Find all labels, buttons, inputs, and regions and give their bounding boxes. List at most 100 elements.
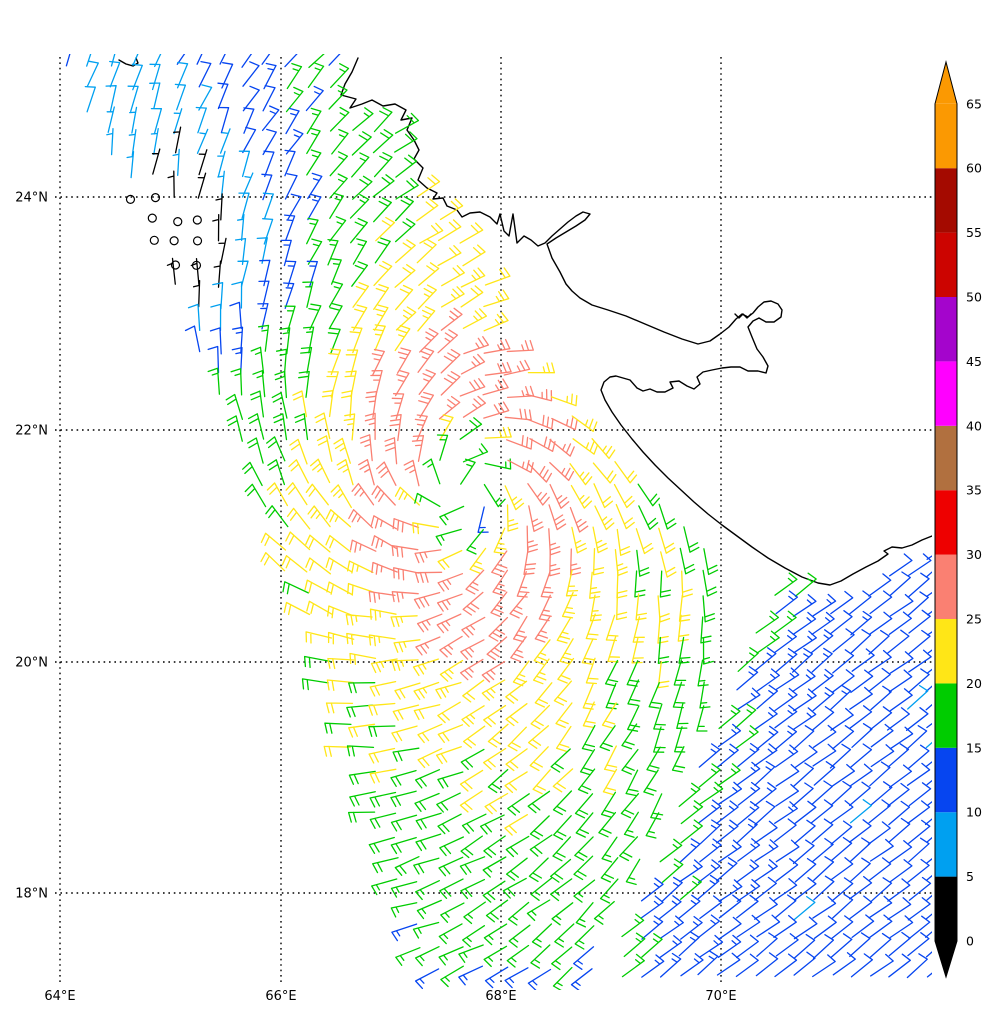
wind-barb: [678, 894, 701, 919]
wind-barb: [573, 855, 594, 881]
wind-barb: [462, 725, 486, 749]
wind-barb: [437, 245, 462, 267]
calm-circle: [150, 193, 161, 203]
wind-barb: [869, 706, 893, 731]
wind-barb: [908, 609, 931, 634]
wind-barb: [348, 723, 376, 738]
wind-barb: [756, 684, 779, 710]
wind-barb: [715, 800, 739, 825]
wind-barb: [512, 660, 530, 687]
wind-barb: [889, 553, 913, 577]
wind-barb: [149, 82, 161, 109]
wind-barb: [679, 838, 701, 864]
wind-barb: [393, 567, 420, 581]
wind-barb: [851, 723, 873, 748]
wind-barb: [323, 745, 351, 757]
wind-barb: [351, 152, 370, 178]
wind-barb: [887, 897, 912, 920]
wind-barb: [604, 659, 619, 687]
y-axis-label: 24°N: [15, 191, 48, 206]
wind-barb: [350, 217, 368, 244]
wind-barb: [678, 931, 700, 957]
wind-barb: [887, 743, 910, 768]
wind-barb: [737, 801, 760, 826]
wind-barb: [479, 814, 505, 835]
wind-barb: [371, 535, 398, 550]
wind-barb: [889, 571, 911, 597]
wind-barb: [660, 915, 684, 939]
wind-barb: [906, 953, 928, 979]
wind-barb: [850, 669, 874, 694]
wind-barb: [504, 967, 529, 989]
wind-barb: [351, 131, 372, 156]
wind-barb: [210, 303, 222, 332]
wind-barb: [549, 483, 570, 509]
wind-barb: [198, 84, 213, 111]
wind-barb: [552, 790, 573, 816]
colorbar-segment: [935, 361, 957, 426]
wind-barb: [907, 800, 931, 824]
wind-barb: [329, 151, 349, 177]
y-axis-label: 22°N: [15, 424, 48, 439]
wind-barb: [305, 557, 332, 575]
wind-barb: [395, 177, 419, 200]
colorbar-arrow-top: [935, 62, 957, 104]
wind-barb: [718, 781, 743, 805]
wind-barb: [870, 781, 893, 806]
wind-barb: [658, 527, 676, 554]
wind-barb: [352, 281, 370, 308]
wind-barb: [887, 629, 910, 654]
wind-barb: [868, 667, 891, 692]
wind-barb: [265, 505, 289, 528]
wind-barb: [908, 649, 932, 673]
wind-barb: [289, 438, 308, 465]
wind-barb: [908, 572, 930, 598]
wind-barb: [754, 760, 776, 786]
wind-barb: [529, 834, 553, 857]
wind-barb: [523, 547, 537, 575]
wind-barb: [849, 590, 872, 615]
colorbar-segment: [935, 747, 957, 813]
wind-barb: [905, 707, 929, 731]
wind-barb: [527, 725, 550, 749]
wind-barb: [436, 792, 461, 813]
wind-barb: [394, 112, 420, 134]
colorbar-segment: [935, 297, 957, 362]
wind-barb: [775, 783, 800, 807]
wind-barb: [458, 965, 484, 986]
wind-barb: [329, 192, 344, 219]
wind-barb: [505, 748, 528, 772]
wind-barb: [673, 659, 687, 686]
wind-barb: [352, 238, 368, 265]
wind-barb: [600, 791, 617, 818]
wind-barb: [512, 615, 528, 643]
wind-barb: [300, 346, 313, 374]
wind-barb: [832, 952, 856, 976]
wind-barb: [435, 681, 462, 700]
wind-barb: [926, 858, 932, 864]
wind-barb: [678, 782, 701, 808]
wind-barb: [369, 812, 397, 829]
wind-barb: [303, 655, 331, 669]
wind-barb: [869, 761, 891, 787]
wind-barb: [509, 593, 528, 619]
wind-barb: [599, 725, 616, 752]
wind-barb: [926, 894, 932, 901]
wind-barb: [534, 682, 553, 708]
wind-barb: [285, 260, 297, 288]
wind-barb: [849, 686, 873, 710]
wind-barb: [346, 560, 374, 574]
wind-barb: [737, 838, 761, 862]
wind-barb: [553, 815, 572, 841]
wind-barb: [370, 515, 398, 530]
wind-barb: [284, 54, 298, 68]
wind-barb: [569, 506, 589, 533]
wind-barb: [198, 149, 208, 176]
wind-barb: [131, 63, 143, 91]
wind-barb: [371, 485, 396, 506]
wind-barb: [507, 793, 530, 816]
wind-barb: [621, 748, 639, 775]
x-axis-label: 68°E: [485, 989, 516, 1004]
wind-barb: [395, 947, 421, 966]
wind-barb: [680, 915, 703, 940]
